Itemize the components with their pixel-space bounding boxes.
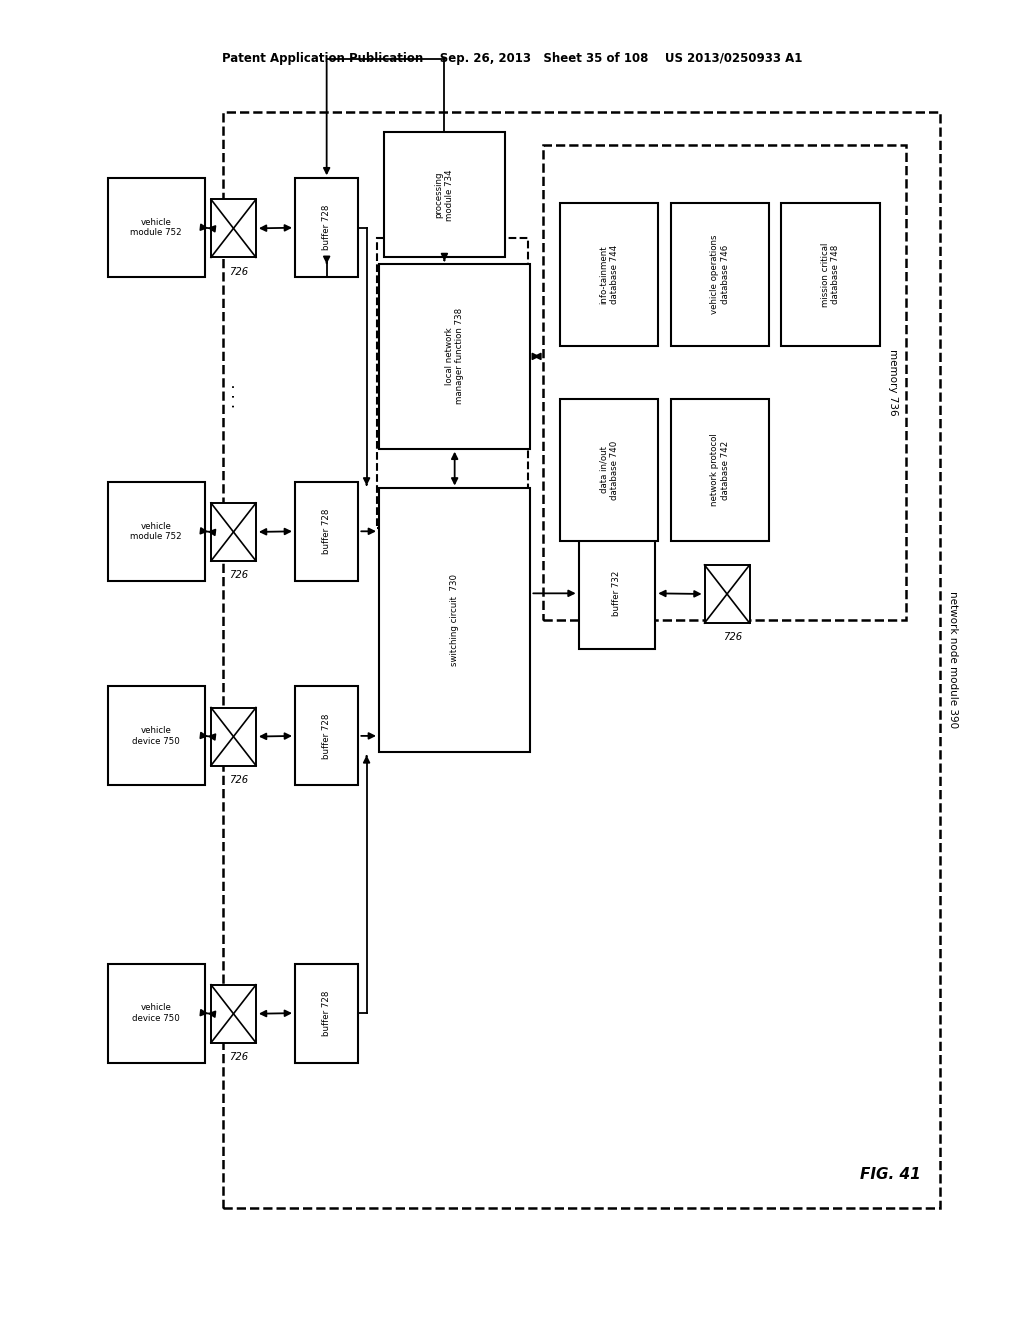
Bar [377,238,528,528]
Bar [579,537,655,649]
Bar [108,964,205,1063]
Text: buffer 732: buffer 732 [612,570,622,616]
Text: FIG. 41: FIG. 41 [860,1167,921,1183]
Text: info-tainment
database 744: info-tainment database 744 [600,246,618,304]
Text: memory 736: memory 736 [888,350,898,416]
Text: buffer 728: buffer 728 [323,990,331,1036]
Text: 726: 726 [229,570,248,581]
Text: switching circuit  730: switching circuit 730 [451,574,459,667]
Bar [211,708,256,766]
Bar [379,488,530,752]
Bar [295,178,358,277]
Text: vehicle
module 752: vehicle module 752 [130,521,182,541]
Bar [108,178,205,277]
Text: 726: 726 [229,267,248,277]
Bar [108,482,205,581]
Text: vehicle
device 750: vehicle device 750 [132,726,180,746]
Bar [295,482,358,581]
Bar [211,199,256,257]
Bar [384,132,505,257]
Bar [223,112,940,1208]
Bar [560,399,658,541]
Text: 726: 726 [229,775,248,785]
Text: vehicle operations
database 746: vehicle operations database 746 [711,235,729,314]
Text: network node module 390: network node module 390 [948,591,958,729]
Text: local network
manager function 738: local network manager function 738 [445,309,464,404]
Text: mission critical
database 748: mission critical database 748 [821,243,840,306]
Text: data in/out
database 740: data in/out database 740 [600,441,618,499]
Bar [705,565,750,623]
Bar [560,203,658,346]
Bar [781,203,880,346]
Text: · · ·: · · · [228,384,243,408]
Text: Patent Application Publication    Sep. 26, 2013   Sheet 35 of 108    US 2013/025: Patent Application Publication Sep. 26, … [222,51,802,65]
Text: processing
module 734: processing module 734 [435,169,454,220]
Text: buffer 728: buffer 728 [323,713,331,759]
Bar [671,399,769,541]
Bar [211,985,256,1043]
Bar [543,145,906,620]
Bar [211,503,256,561]
Text: buffer 728: buffer 728 [323,508,331,554]
Text: vehicle
device 750: vehicle device 750 [132,1003,180,1023]
Text: 726: 726 [723,632,741,643]
Text: vehicle
module 752: vehicle module 752 [130,218,182,238]
Bar [379,264,530,449]
Text: buffer 728: buffer 728 [323,205,331,251]
Bar [108,686,205,785]
Bar [295,686,358,785]
Text: 726: 726 [229,1052,248,1063]
Bar [671,203,769,346]
Bar [295,964,358,1063]
Text: network protocol
database 742: network protocol database 742 [711,433,729,507]
